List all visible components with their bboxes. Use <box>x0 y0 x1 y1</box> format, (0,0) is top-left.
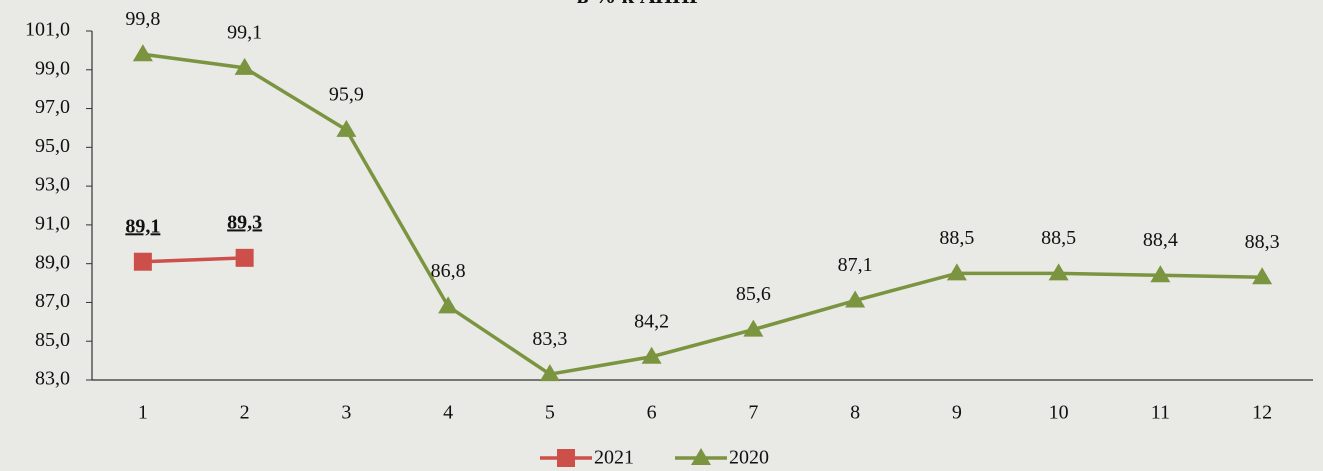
y-tick-label: 89,0 <box>35 251 70 273</box>
y-tick-label: 99,0 <box>35 57 70 79</box>
x-tick-label: 3 <box>341 402 351 424</box>
value-label: 85,6 <box>736 283 771 305</box>
x-tick-label: 8 <box>850 402 860 424</box>
x-tick-label: 4 <box>443 402 453 424</box>
x-tick-label: 6 <box>647 402 657 424</box>
legend-label: 2021 <box>594 447 634 469</box>
x-tick-label: 10 <box>1049 402 1069 424</box>
marker <box>133 252 152 271</box>
value-label: 88,4 <box>1143 229 1178 251</box>
y-tick-label: 93,0 <box>35 174 70 196</box>
value-label: 83,3 <box>532 328 567 350</box>
x-tick-label: 9 <box>952 402 962 424</box>
y-tick-label: 95,0 <box>35 135 70 157</box>
x-tick-label: 7 <box>748 402 758 424</box>
value-label: 88,5 <box>939 227 974 249</box>
y-tick-label: 101,0 <box>25 19 70 41</box>
y-tick-label: 83,0 <box>35 368 70 390</box>
marker <box>132 44 153 62</box>
value-label: 86,8 <box>431 260 466 282</box>
legend-marker <box>557 449 575 467</box>
marker <box>1048 263 1069 281</box>
value-label: 87,1 <box>838 254 873 276</box>
value-label: 89,1 <box>125 215 160 237</box>
marker <box>743 319 764 337</box>
legend-marker <box>691 448 711 465</box>
x-tick-label: 1 <box>138 402 148 424</box>
marker <box>235 248 254 267</box>
marker <box>336 119 357 137</box>
y-tick-label: 85,0 <box>35 329 70 351</box>
x-tick-label: 12 <box>1252 402 1272 424</box>
value-label: 89,3 <box>227 211 262 233</box>
marker <box>234 57 255 75</box>
y-tick-label: 97,0 <box>35 96 70 118</box>
marker <box>1150 265 1171 283</box>
legend-label: 2020 <box>729 447 769 469</box>
y-tick-label: 91,0 <box>35 212 70 234</box>
value-label: 99,1 <box>227 21 262 43</box>
value-label: 88,5 <box>1041 227 1076 249</box>
series-line <box>142 52 1263 377</box>
y-tick-label: 87,0 <box>35 290 70 312</box>
marker <box>946 263 967 281</box>
series-line <box>142 256 245 264</box>
x-tick-label: 11 <box>1151 402 1170 424</box>
value-label: 88,3 <box>1245 231 1280 253</box>
marker <box>539 364 560 382</box>
chart-title: в % к АППГ <box>577 0 704 8</box>
marker <box>1252 267 1273 285</box>
x-tick-label: 5 <box>545 402 555 424</box>
value-label: 84,2 <box>634 310 669 332</box>
marker <box>641 346 662 364</box>
marker <box>438 296 459 314</box>
value-label: 95,9 <box>329 83 364 105</box>
value-label: 99,8 <box>125 8 160 30</box>
marker <box>845 290 866 308</box>
x-tick-label: 2 <box>240 402 250 424</box>
